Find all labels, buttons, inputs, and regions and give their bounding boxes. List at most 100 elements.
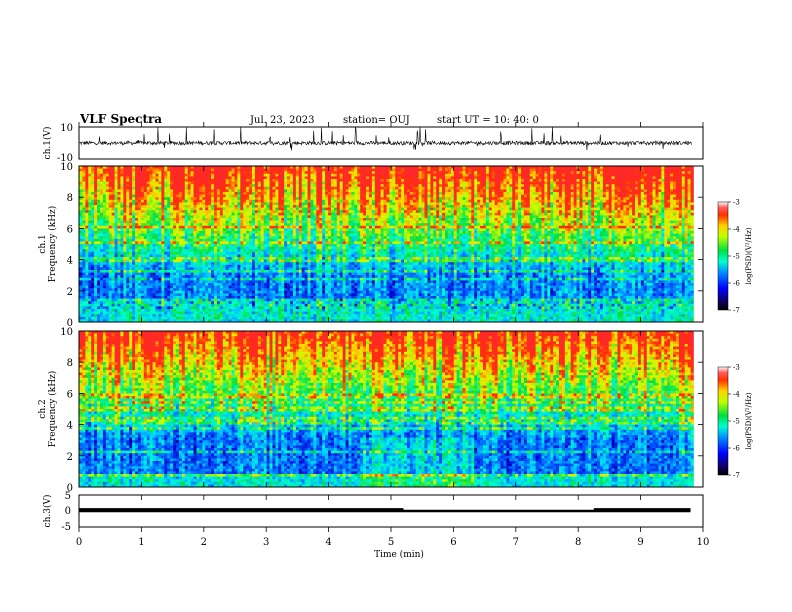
spectrogram-cell xyxy=(374,212,379,216)
spectrogram-cell xyxy=(523,192,528,195)
spectrogram-cell xyxy=(570,173,574,177)
spectrogram-cell xyxy=(415,186,419,190)
spectrogram-cell xyxy=(135,192,139,195)
spectrogram-cell xyxy=(395,176,399,180)
spectrogram-cell xyxy=(175,210,180,214)
spectrogram-cell xyxy=(181,181,186,185)
spectrogram-cell xyxy=(322,171,326,175)
spectrogram-cell xyxy=(211,171,215,175)
spectrogram-cell xyxy=(246,215,250,219)
spectrogram-cell xyxy=(170,212,174,216)
spectrogram-cell xyxy=(164,192,168,195)
spectrogram-cell xyxy=(453,166,457,169)
spectrogram-cell xyxy=(190,171,194,175)
spectrogram-cell xyxy=(532,186,536,190)
spectrogram-cell xyxy=(193,184,197,188)
spectrogram-cell xyxy=(371,186,376,190)
spectrogram-cell xyxy=(480,179,484,182)
spectrogram-cell xyxy=(424,220,428,224)
spectrogram-cell xyxy=(570,212,574,216)
spectrogram-cell xyxy=(447,205,452,208)
spectrogram-cell xyxy=(371,210,376,214)
spectrogram-cell xyxy=(120,199,124,203)
spectrogram-cell xyxy=(129,223,133,227)
spectrogram-cell xyxy=(409,181,414,185)
spectrogram-cell xyxy=(450,173,455,177)
spectrogram-cell xyxy=(190,184,194,188)
spectrogram-cell xyxy=(684,210,688,214)
spectrogram-cell xyxy=(488,197,493,201)
spectrogram-cell xyxy=(380,166,384,169)
spectrogram-cell xyxy=(85,207,89,211)
spectrogram-cell xyxy=(570,220,574,224)
spectrogram-cell xyxy=(550,184,554,188)
spectrogram-cell xyxy=(670,186,674,190)
spectrogram-cell xyxy=(99,186,104,190)
spectrogram-cell xyxy=(368,197,373,201)
spectrogram-cell xyxy=(140,210,145,214)
spectrogram-cell xyxy=(453,194,457,198)
spectrogram-cell xyxy=(465,166,469,169)
spectrogram-cell xyxy=(173,197,177,201)
spectrogram-cell xyxy=(193,220,197,224)
spectrogram-cell xyxy=(181,210,186,214)
spectrogram-cell xyxy=(342,220,346,224)
spectrogram-cell xyxy=(366,181,370,185)
spectrogram-cell xyxy=(155,173,159,177)
spectrogram-cell xyxy=(553,173,557,177)
spectrogram-cell xyxy=(254,220,259,224)
spectrogram-cell xyxy=(658,199,662,203)
spectrogram-cell xyxy=(392,212,396,216)
spectrogram-cell xyxy=(675,223,680,227)
spectrogram-cell xyxy=(208,199,212,203)
spectrogram-cell xyxy=(202,220,206,224)
spectrogram-cell xyxy=(228,189,232,193)
spectrogram-cell xyxy=(363,186,367,190)
spectrogram-cell xyxy=(518,223,522,227)
spectrogram-cell xyxy=(117,218,121,221)
spectrogram-cell xyxy=(310,205,314,208)
spectrogram-cell xyxy=(108,197,112,201)
spectrogram-cell xyxy=(564,184,569,188)
spectrogram-cell xyxy=(482,171,487,175)
spectrogram-cell xyxy=(240,179,244,182)
spectrogram-cell xyxy=(328,202,332,206)
spectrogram-cell xyxy=(561,171,566,175)
spectrogram-cell xyxy=(442,210,446,214)
spectrogram-cell xyxy=(225,189,229,193)
spectrogram-cell xyxy=(333,197,338,201)
spectrogram-cell xyxy=(523,197,528,201)
spectrogram-cell xyxy=(523,199,528,203)
spectrogram-cell xyxy=(290,225,294,229)
spectrogram-cell xyxy=(661,184,665,188)
spectrogram-cell xyxy=(632,202,636,206)
spectrogram-cell xyxy=(553,171,557,175)
spectrogram-cell xyxy=(257,171,262,175)
spectrogram-cell xyxy=(307,168,311,172)
spectrogram-cell xyxy=(170,197,174,201)
spectrogram-cell xyxy=(155,207,159,211)
spectrogram-cell xyxy=(252,215,256,219)
spectrogram-cell xyxy=(561,218,566,221)
spectrogram-cell xyxy=(559,186,563,190)
spectrogram-cell xyxy=(482,179,487,182)
spectrogram-cell xyxy=(214,212,218,216)
spectrogram-cell xyxy=(363,210,367,214)
spectrogram-cell xyxy=(547,192,551,195)
spectrogram-cell xyxy=(178,212,183,216)
spectrogram-cell xyxy=(368,202,373,206)
spectrogram-cell xyxy=(687,207,691,211)
spectrogram-cell xyxy=(421,210,425,214)
spectrogram-cell xyxy=(664,207,668,211)
spectrogram-cell xyxy=(287,194,291,198)
spectrogram-cell xyxy=(667,171,671,175)
spectrogram-cell xyxy=(681,168,686,172)
spectrogram-cell xyxy=(515,220,519,224)
spectrogram-cell xyxy=(427,197,431,201)
spectrogram-cell xyxy=(164,212,168,216)
spectrogram-cell xyxy=(480,225,484,229)
spectrogram-cell xyxy=(240,181,244,185)
spectrogram-cell xyxy=(281,205,285,208)
spectrogram-cell xyxy=(319,225,323,229)
spectrogram-cell xyxy=(339,171,343,175)
